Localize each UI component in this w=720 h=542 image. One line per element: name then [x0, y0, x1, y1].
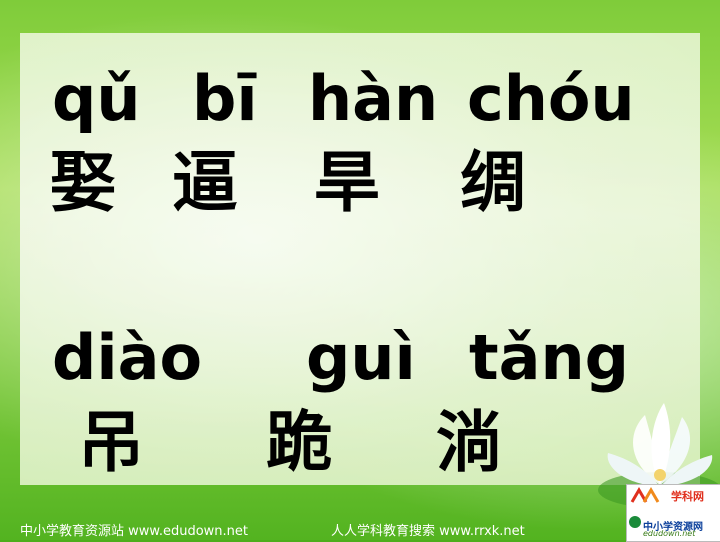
logo-top-text: 学科网 — [671, 490, 704, 503]
logo-mid-text: 中小学资源网 — [643, 522, 703, 533]
globe-icon — [629, 516, 641, 528]
logo-sub-text: edudown.net — [643, 529, 696, 538]
people-logo-icon — [630, 487, 660, 503]
footer-bar: 中小学教育资源站 www.edudown.net 人人学科教育搜索 www.rr… — [0, 510, 720, 540]
footer-left-text: 中小学教育资源站 www.edudown.net — [20, 524, 249, 539]
footer-right-text: 人人学科教育搜索 www.rrxk.net — [331, 524, 525, 539]
site-logo: 学科网 中小学资源网 edudown.net — [626, 484, 720, 542]
content-panel — [20, 33, 700, 485]
